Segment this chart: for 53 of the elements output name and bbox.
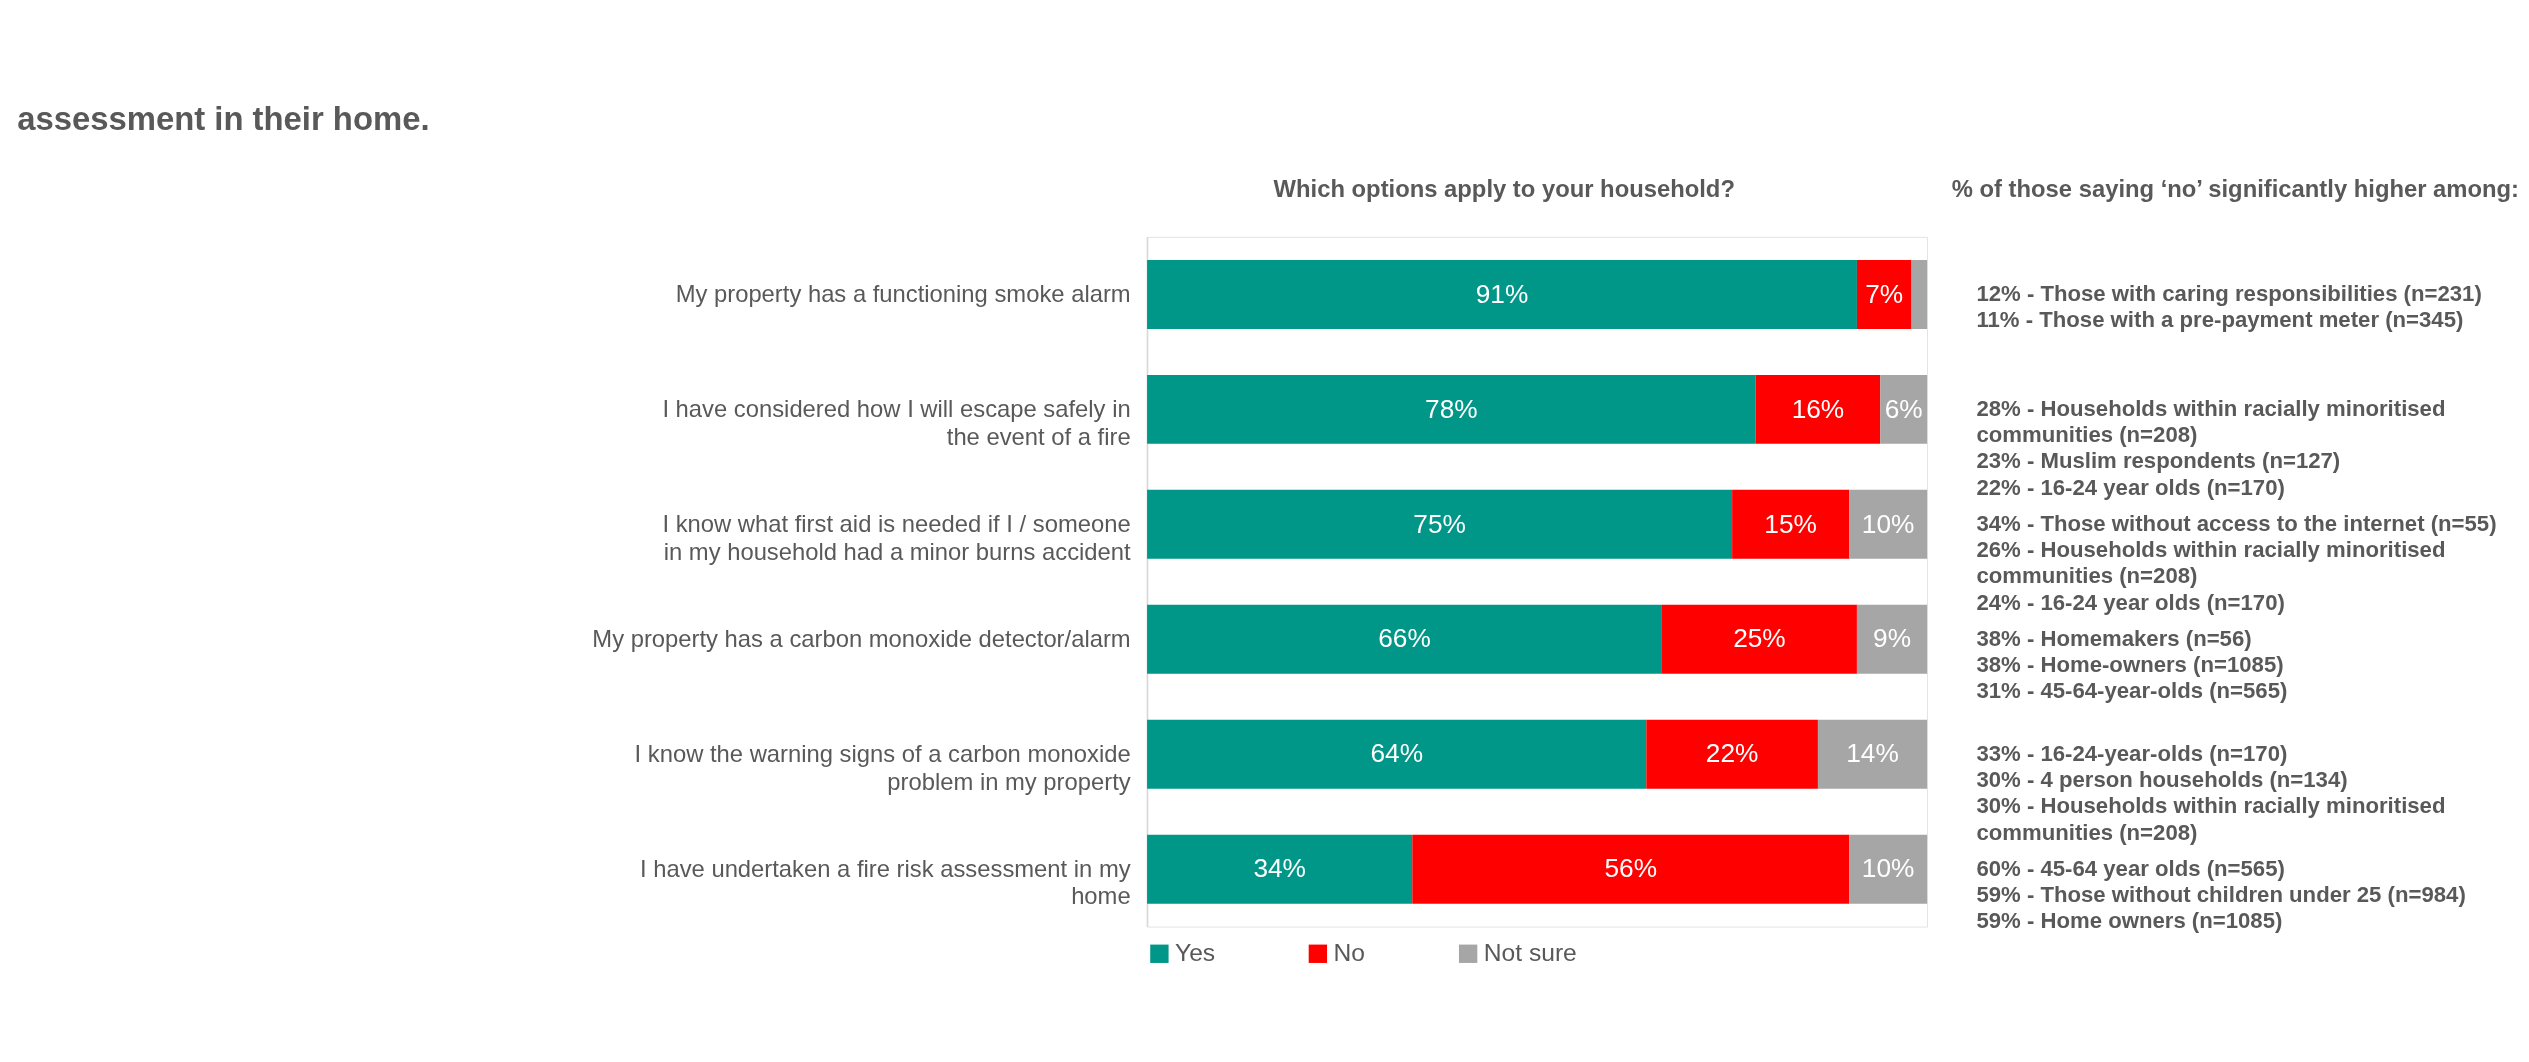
data-label: 64% (1370, 738, 1423, 769)
bar (1147, 834, 1413, 904)
chart-subtitle: Which options apply to your household? (1273, 174, 1735, 202)
legend-label: No (1333, 939, 1365, 967)
bar (1849, 489, 1928, 559)
bar (1661, 604, 1857, 674)
y-tick-label: My property has a carbon monoxide detector/alarm (592, 624, 1131, 652)
bar (1849, 834, 1928, 904)
data-label: 91% (1475, 278, 1529, 309)
text: 34% - Those without access to the internet (n=55) 26% - Households within racially minoritised communities (n=208) 24% - 16-24 year olds (n=170) (1976, 510, 2497, 615)
y-tick-label: I have undertaken a fire risk assessment in my home (639, 854, 1131, 910)
bar (1147, 604, 1662, 674)
text: % of those saying ‘no’ significantly higher among: (1951, 174, 2519, 202)
y-tick-label: My property has a functioning smoke alarm (675, 279, 1131, 307)
text: 33% - 16-24-year-olds (n=170) 30% - 4 person households (n=134) 30% - Households within racially minoritised communities (n=208) (1976, 740, 2446, 845)
data-label: 9% (1873, 623, 1912, 654)
bar (1856, 604, 1928, 674)
data-label: 66% (1378, 623, 1431, 654)
bar (1147, 489, 1733, 559)
y-tick-label: I know the warning signs of a carbon monoxide problem in my property (634, 739, 1131, 795)
text: 12% - Those with caring responsibilities (n=231) 11% - Those with a pre-payment meter (n=345) (1976, 280, 2482, 333)
bar (1646, 719, 1818, 789)
data-label: 14% (1846, 738, 1899, 769)
text: 60% - 45-64 year olds (n=565) 59% - Those without children under 25 (n=984) 59% - Home owners (n=1085) (1976, 855, 2466, 934)
bar (1911, 259, 1928, 329)
data-label: 6% (1884, 393, 1923, 424)
bar (1880, 374, 1928, 444)
data-label: 15% (1764, 508, 1817, 539)
data-label: 10% (1861, 508, 1915, 539)
bar (1147, 719, 1647, 789)
bar (1755, 374, 1881, 444)
bar (1412, 834, 1850, 904)
data-label: 10% (1861, 853, 1915, 884)
data-label: 56% (1604, 853, 1657, 884)
text: 38% - Homemakers (n=56) 38% - Home-owners (n=1085) 31% - 45-64-year-olds (n=565) (1976, 625, 2288, 704)
data-label: 25% (1733, 623, 1786, 654)
data-label: 75% (1413, 508, 1466, 539)
bar (1856, 259, 1912, 329)
y-tick-label: I know what first aid is needed if I / someone in my household had a minor burns accident (662, 509, 1132, 565)
legend-label: Yes (1175, 939, 1216, 967)
text: assessment in their home. (17, 100, 430, 138)
bar (1732, 489, 1850, 559)
data-label: 78% (1425, 393, 1478, 424)
data-label: 34% (1253, 853, 1306, 884)
legend-label: Not sure (1483, 939, 1577, 967)
text: 28% - Households within racially minoritised communities (n=208) 23% - Muslim respondents (n=127) 22% - 16-24 year olds (n=170) (1976, 395, 2446, 500)
data-label: 16% (1791, 393, 1845, 424)
bar (1147, 259, 1857, 329)
bar (1817, 719, 1928, 789)
bar (1147, 374, 1756, 444)
data-label: 22% (1705, 738, 1759, 769)
y-tick-label: I have considered how I will escape safely in the event of a fire (662, 394, 1131, 450)
data-label: 7% (1865, 278, 1904, 309)
